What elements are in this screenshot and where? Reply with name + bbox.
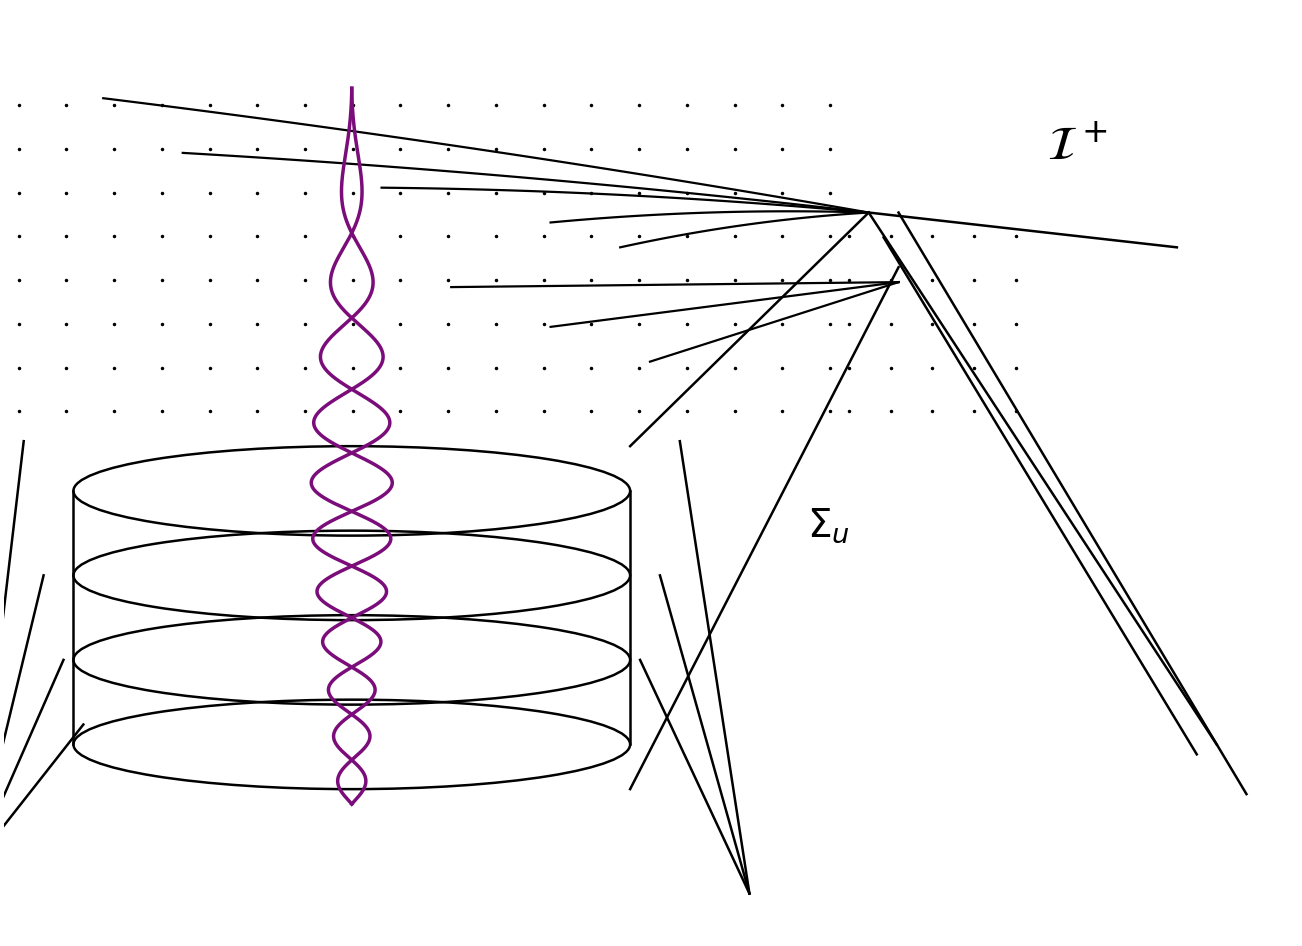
Text: $\mathcal{I}^+$: $\mathcal{I}^+$ (1047, 125, 1108, 170)
Text: $\Sigma_u$: $\Sigma_u$ (807, 506, 850, 545)
